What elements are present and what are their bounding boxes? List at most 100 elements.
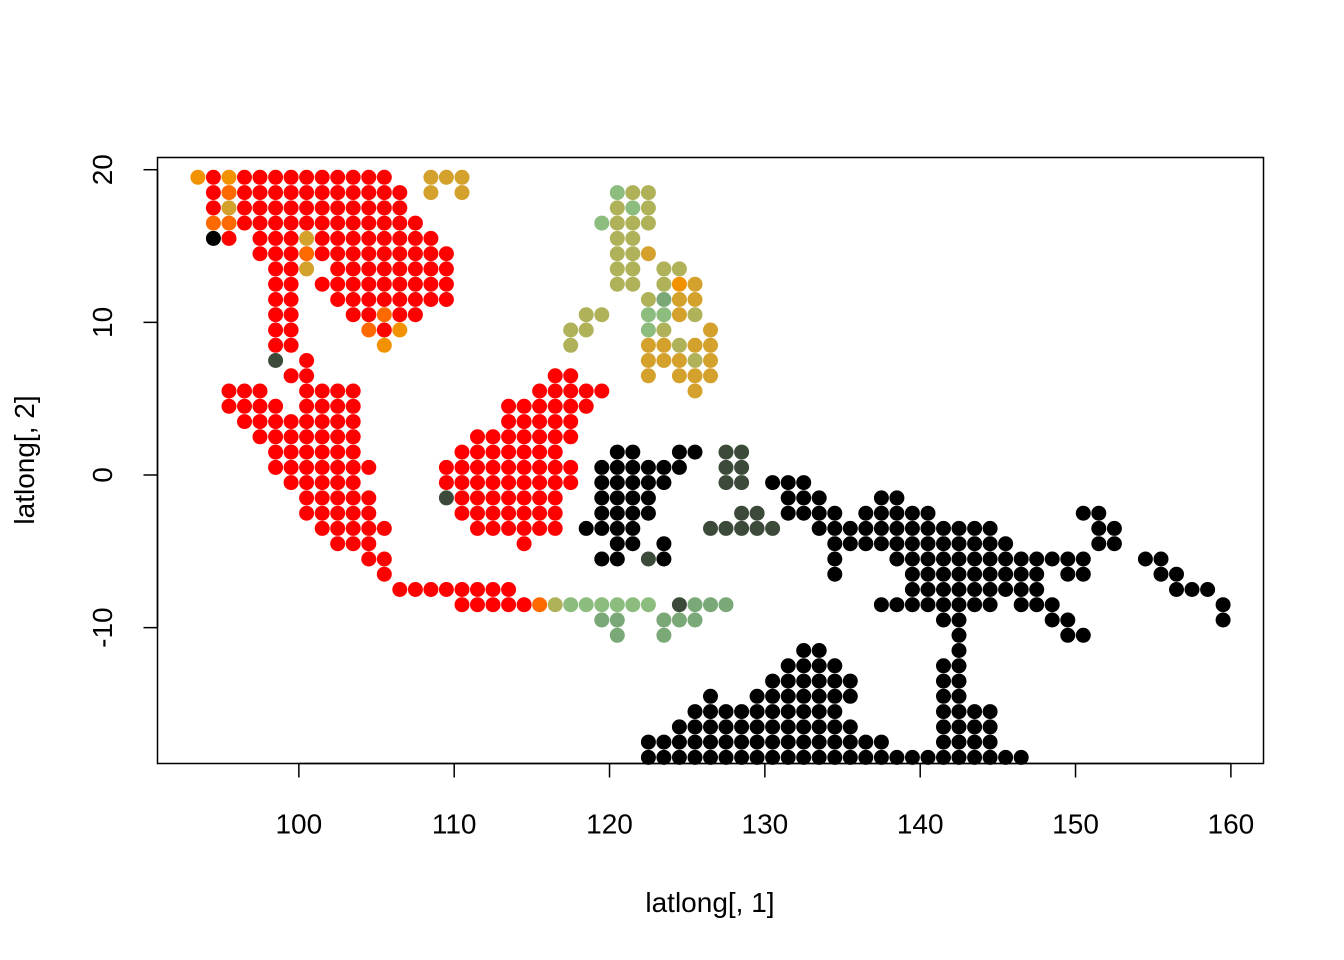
data-point: [314, 230, 330, 246]
data-point: [951, 536, 967, 552]
data-point: [1029, 551, 1045, 567]
data-point: [594, 215, 610, 231]
data-point: [205, 185, 221, 201]
data-point: [501, 597, 517, 613]
data-point: [920, 749, 936, 765]
data-point: [578, 398, 594, 414]
data-point: [485, 444, 501, 460]
data-point: [516, 520, 532, 536]
data-point: [314, 414, 330, 430]
data-point: [361, 215, 377, 231]
data-point: [361, 261, 377, 277]
data-point: [640, 490, 656, 506]
data-point: [376, 185, 392, 201]
data-point: [205, 169, 221, 185]
data-point: [268, 444, 284, 460]
data-point: [221, 398, 237, 414]
data-point: [1200, 582, 1216, 597]
data-point: [671, 368, 687, 384]
data-point: [827, 505, 843, 521]
data-point: [237, 200, 252, 216]
data-point: [609, 475, 625, 491]
data-point: [687, 292, 703, 307]
data-point: [765, 520, 781, 536]
data-point: [796, 673, 812, 689]
data-point: [951, 520, 967, 536]
data-point: [827, 566, 843, 582]
data-point: [656, 459, 672, 475]
data-point: [299, 505, 315, 521]
data-point: [485, 490, 501, 506]
data-point: [594, 597, 610, 613]
data-point: [407, 307, 423, 323]
data-point: [951, 643, 967, 658]
data-point: [268, 276, 284, 292]
data-point: [299, 383, 315, 399]
data-point: [1075, 505, 1091, 521]
data-point: [811, 734, 827, 750]
data-point: [671, 612, 687, 628]
data-point: [376, 337, 392, 353]
data-point: [609, 215, 625, 231]
y-tick-label: -10: [87, 607, 118, 647]
data-point: [656, 261, 672, 277]
data-point: [796, 505, 812, 521]
data-point: [951, 749, 967, 765]
data-point: [998, 582, 1014, 597]
data-point: [640, 749, 656, 765]
data-point: [563, 368, 579, 384]
data-point: [345, 398, 361, 414]
data-point: [268, 459, 284, 475]
data-point: [827, 658, 843, 674]
data-point: [1013, 749, 1029, 765]
data-point: [237, 169, 252, 185]
data-point: [640, 200, 656, 216]
data-point: [951, 704, 967, 720]
data-point: [252, 230, 268, 246]
data-point: [299, 353, 315, 368]
data-point: [330, 185, 346, 201]
data-point: [842, 536, 858, 552]
data-point: [936, 734, 951, 750]
data-point: [873, 520, 889, 536]
data-point: [951, 734, 967, 750]
data-point: [967, 582, 983, 597]
data-point: [1106, 536, 1122, 552]
data-point: [998, 749, 1014, 765]
data-point: [889, 597, 905, 613]
data-point: [889, 490, 905, 506]
data-point: [625, 520, 641, 536]
data-point: [252, 185, 268, 201]
data-point: [594, 459, 610, 475]
data-point: [796, 490, 812, 506]
data-point: [640, 505, 656, 521]
data-point: [936, 658, 951, 674]
data-point: [485, 459, 501, 475]
data-point: [314, 444, 330, 460]
data-point: [1153, 551, 1169, 567]
data-point: [470, 444, 485, 460]
data-point: [392, 185, 408, 201]
data-point: [827, 734, 843, 750]
data-point: [376, 246, 392, 262]
data-point: [438, 292, 454, 307]
data-point: [345, 505, 361, 521]
data-point: [330, 383, 346, 399]
data-point: [454, 505, 470, 521]
data-point: [454, 185, 470, 201]
data-point: [904, 749, 920, 765]
data-point: [376, 261, 392, 277]
data-point: [671, 292, 687, 307]
data-point: [299, 261, 315, 277]
data-point: [718, 734, 734, 750]
data-point: [501, 459, 517, 475]
data-point: [392, 246, 408, 262]
data-point: [967, 520, 983, 536]
data-point: [609, 230, 625, 246]
data-point: [656, 475, 672, 491]
data-point: [656, 322, 672, 338]
data-point: [780, 475, 796, 491]
data-point: [345, 230, 361, 246]
data-point: [827, 719, 843, 735]
data-point: [361, 246, 377, 262]
